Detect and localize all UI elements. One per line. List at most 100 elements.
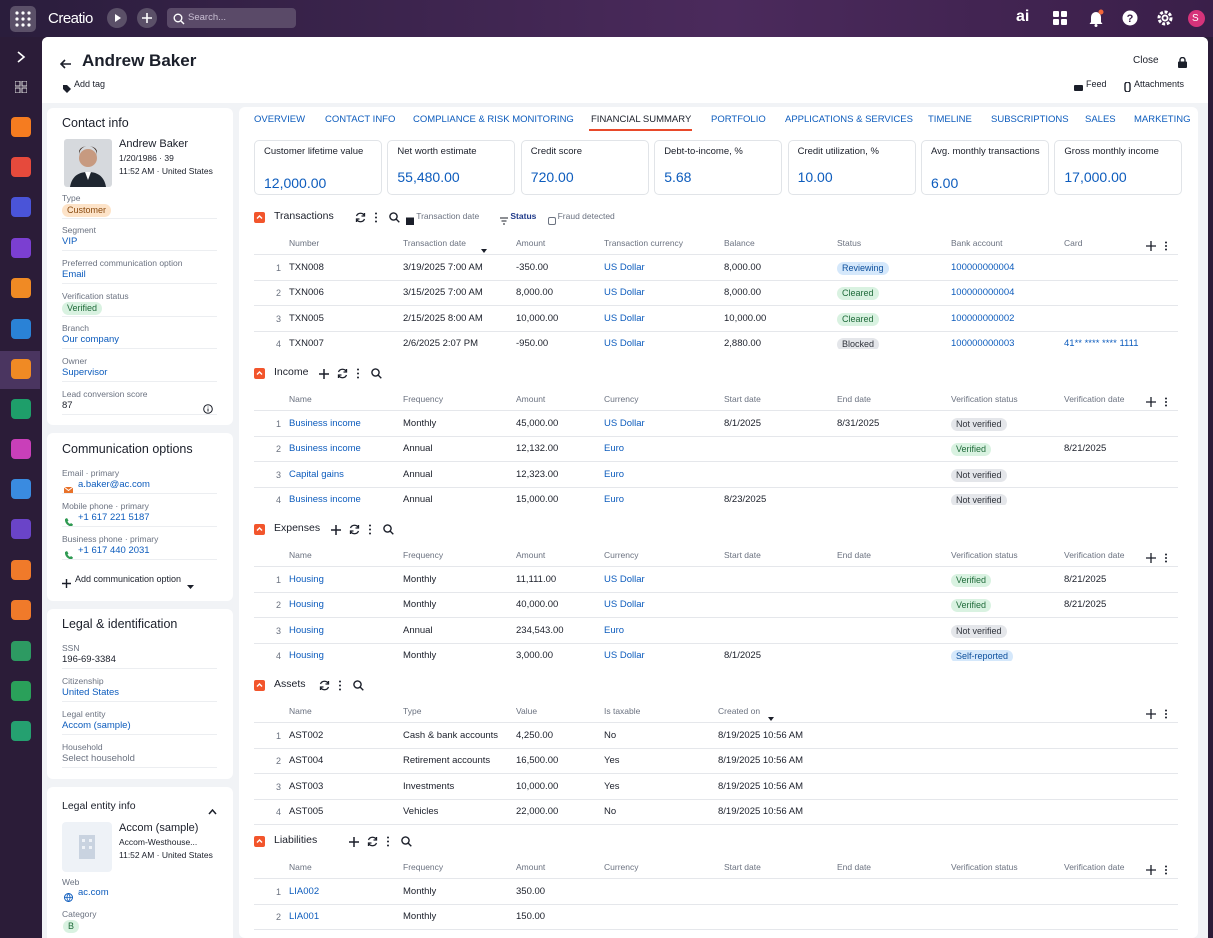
feed-button[interactable]: Feed <box>1086 79 1107 89</box>
cell[interactable]: US Dollar <box>604 262 645 273</box>
cell[interactable]: 100000000002 <box>951 312 1015 324</box>
sidebar-app-icon[interactable] <box>11 238 31 258</box>
sidebar-app-icon[interactable] <box>11 600 31 620</box>
cell[interactable]: Business income <box>289 493 361 505</box>
sidebar-app-icon[interactable] <box>11 117 31 137</box>
tab[interactable]: COMPLIANCE & RISK MONITORING <box>413 114 574 125</box>
cell[interactable]: US Dollar <box>604 337 645 349</box>
cell[interactable]: Business income <box>289 418 361 429</box>
cell[interactable]: US Dollar <box>604 312 645 324</box>
more-button[interactable] <box>386 834 390 852</box>
more-button[interactable] <box>356 366 360 384</box>
search-box[interactable] <box>167 8 296 28</box>
tab[interactable]: SALES <box>1085 114 1116 125</box>
collapse-icon[interactable] <box>208 802 217 820</box>
cell[interactable]: Euro <box>604 624 625 636</box>
refresh-button[interactable] <box>319 678 330 696</box>
search-button[interactable] <box>382 522 394 540</box>
attachments-button[interactable]: Attachments <box>1134 79 1185 89</box>
cell[interactable]: 41** **** **** 1111 <box>1064 337 1139 349</box>
more-button[interactable] <box>374 210 378 228</box>
sidebar-app-icon[interactable] <box>11 399 31 419</box>
back-button[interactable] <box>59 56 72 74</box>
column-tools[interactable] <box>1146 238 1174 256</box>
filter-label[interactable]: Status <box>510 211 537 221</box>
cell[interactable]: Housing <box>289 599 324 611</box>
cell[interactable]: LIA001 <box>289 911 320 923</box>
sidebar-app-icon[interactable] <box>11 560 31 580</box>
field-value[interactable]: Accom (sample) <box>62 720 131 731</box>
cell[interactable]: US Dollar <box>604 599 645 611</box>
sidebar-app-icon[interactable] <box>11 519 31 539</box>
add-button[interactable] <box>349 834 360 852</box>
sidebar-workplaces[interactable] <box>14 80 28 98</box>
filter-label[interactable]: Transaction date <box>416 211 480 221</box>
tab[interactable]: SUBSCRIPTIONS <box>991 114 1069 125</box>
comm-value[interactable]: +1 617 221 5187 <box>78 512 150 523</box>
new-button[interactable] <box>137 8 157 33</box>
refresh-button[interactable] <box>355 210 366 228</box>
sidebar-app-icon[interactable] <box>11 197 31 217</box>
filter-label[interactable]: Fraud detected <box>557 211 615 221</box>
add-button[interactable] <box>318 366 329 384</box>
field-value[interactable]: Our company <box>62 334 120 345</box>
column-tools[interactable] <box>1146 706 1174 724</box>
search-button[interactable] <box>401 834 412 852</box>
cell[interactable]: US Dollar <box>604 649 645 661</box>
tab[interactable]: TIMELINE <box>928 114 972 125</box>
collapse-section[interactable] <box>254 834 265 852</box>
cell[interactable]: 100000000004 <box>951 262 1015 273</box>
tab[interactable]: OVERVIEW <box>254 114 306 125</box>
cell[interactable]: Housing <box>289 574 324 585</box>
run-button[interactable] <box>107 8 127 33</box>
apps-grid[interactable] <box>1053 11 1067 30</box>
tab[interactable]: APPLICATIONS & SERVICES <box>785 114 913 125</box>
cell[interactable]: 100000000003 <box>951 337 1015 349</box>
notifications[interactable] <box>1088 9 1104 32</box>
more-button[interactable] <box>368 522 372 540</box>
settings[interactable] <box>1157 10 1173 31</box>
sidebar-app-icon[interactable] <box>11 681 31 701</box>
comm-value[interactable]: a.baker@ac.com <box>78 479 150 490</box>
sidebar-app-icon[interactable] <box>11 721 31 741</box>
ai-button[interactable]: ai <box>1016 8 1030 25</box>
search-button[interactable] <box>352 678 364 696</box>
tab[interactable]: PORTFOLIO <box>711 114 766 125</box>
cell[interactable]: US Dollar <box>604 574 645 585</box>
column-tools[interactable] <box>1146 394 1174 412</box>
close-button[interactable]: Close <box>1133 55 1159 66</box>
add-tag[interactable]: Add tag <box>74 79 106 89</box>
comm-value[interactable]: +1 617 440 2031 <box>78 545 150 556</box>
avatar[interactable] <box>1188 10 1205 27</box>
field-value[interactable]: Email <box>62 269 86 280</box>
field-value[interactable]: VIP <box>62 236 78 247</box>
entity-web[interactable]: ac.com <box>78 887 109 898</box>
cell[interactable]: Housing <box>289 624 324 636</box>
cell[interactable]: 100000000004 <box>951 287 1015 299</box>
sidebar-app-icon[interactable] <box>11 641 31 661</box>
search-button[interactable] <box>370 366 382 384</box>
collapse-section[interactable] <box>254 522 265 540</box>
tab[interactable]: MARKETING <box>1134 114 1191 125</box>
sidebar-app-icon[interactable] <box>11 359 31 379</box>
search-button[interactable] <box>389 210 400 228</box>
column-tools[interactable] <box>1146 550 1174 568</box>
collapse-section[interactable] <box>254 210 265 228</box>
collapse-section[interactable] <box>254 366 265 384</box>
sidebar-app-icon[interactable] <box>11 157 31 177</box>
add-communication[interactable]: Add communication option <box>75 574 182 584</box>
column-tools[interactable] <box>1146 862 1174 880</box>
field-value[interactable]: United States <box>62 687 120 698</box>
help[interactable]: ? <box>1122 10 1138 31</box>
field-value[interactable]: Supervisor <box>62 367 108 378</box>
sidebar-app-icon[interactable] <box>11 479 31 499</box>
refresh-button[interactable] <box>337 366 348 384</box>
refresh-button[interactable] <box>367 834 378 852</box>
tab[interactable]: FINANCIAL SUMMARY <box>591 114 692 125</box>
cell[interactable]: Business income <box>289 443 361 455</box>
cell[interactable]: Housing <box>289 649 324 661</box>
cell[interactable]: LIA002 <box>289 886 320 897</box>
sidebar-toggle[interactable] <box>15 50 27 68</box>
apps-button[interactable] <box>10 6 36 37</box>
sidebar-app-icon[interactable] <box>11 439 31 459</box>
